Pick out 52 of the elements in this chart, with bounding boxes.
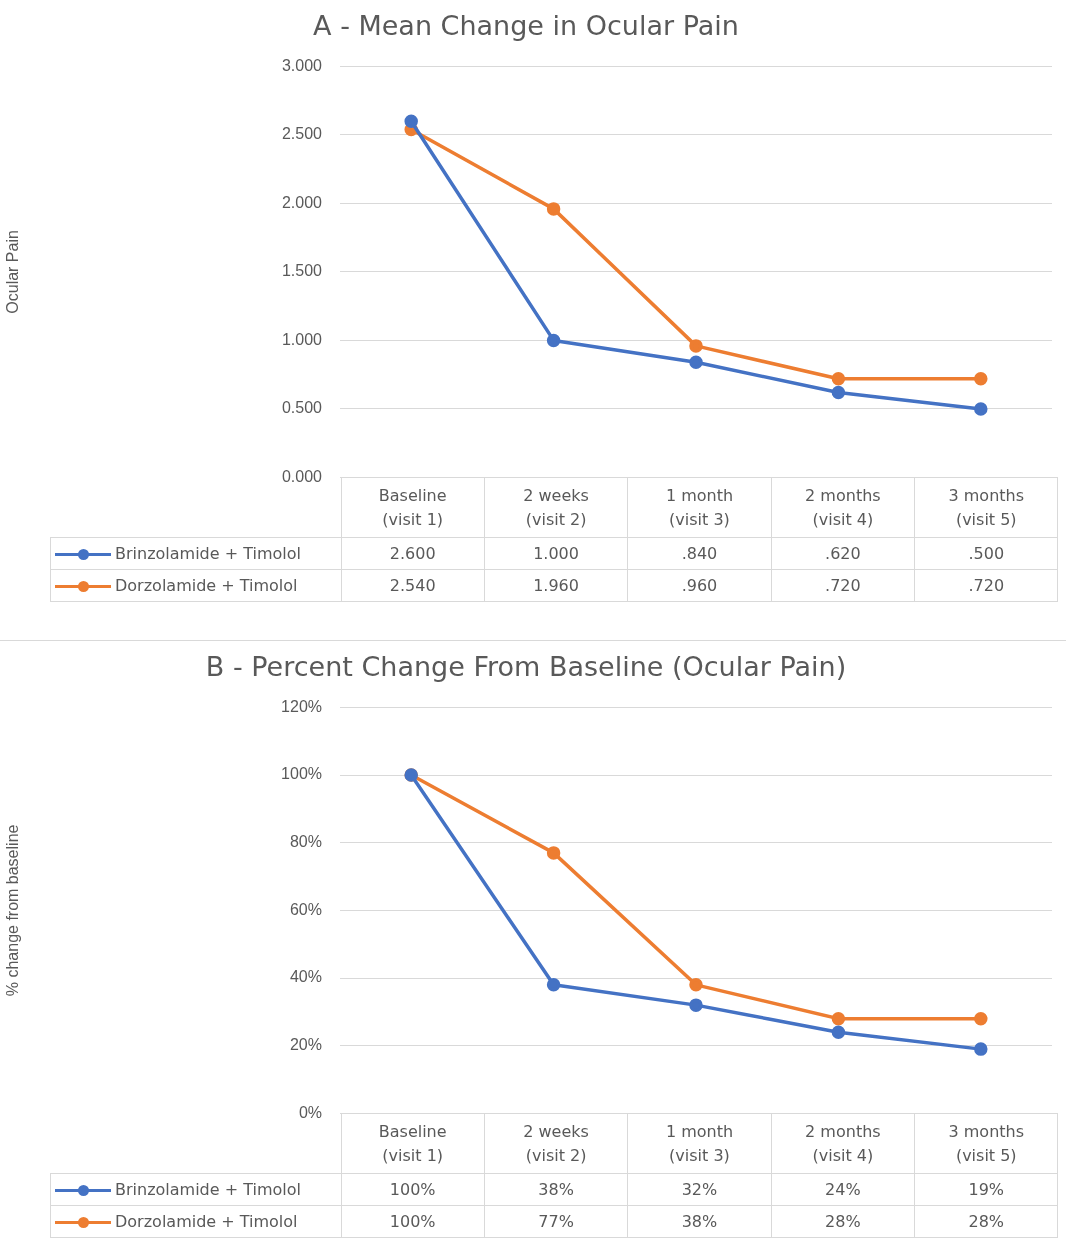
data-label: .720 (771, 569, 915, 602)
data-label: 1.000 (484, 537, 628, 570)
legend-label: Dorzolamide + Timolol (50, 1205, 341, 1238)
y-tick-label: 0% (298, 1103, 322, 1121)
data-label: 32% (627, 1173, 772, 1206)
y-tick-label: 120% (281, 697, 322, 715)
x-tick-label: Baseline (visit 1) (341, 477, 485, 538)
y-tick-label: 3.000 (281, 56, 323, 74)
x-tick-label: 2 months (visit 4) (771, 1113, 915, 1174)
y-tick-label: 0.500 (281, 399, 323, 417)
x-tick-label: 2 months (visit 4) (771, 477, 915, 538)
data-label: 28% (914, 1205, 1058, 1238)
chart-title: B - Percent Change From Baseline (Ocular Pain) (205, 651, 847, 683)
data-label: .500 (914, 537, 1058, 570)
y-tick-label: 2.500 (281, 125, 323, 143)
x-tick-label: Baseline (visit 1) (341, 1113, 485, 1174)
data-label: 24% (771, 1173, 915, 1206)
data-label: 100% (341, 1173, 485, 1206)
y-tick-label: 60% (289, 900, 322, 918)
data-label: .720 (914, 569, 1058, 602)
legend-label: Brinzolamide + Timolol (50, 537, 341, 570)
data-label: 2.600 (341, 537, 485, 570)
y-tick-label: 2.000 (281, 193, 323, 211)
data-label: 28% (771, 1205, 915, 1238)
y-axis-title: Ocular Pain (4, 230, 22, 314)
x-tick-label: 2 weeks (visit 2) (484, 1113, 628, 1174)
data-label: 1.960 (484, 569, 628, 602)
data-label: 19% (914, 1173, 1058, 1206)
y-tick-label: 80% (289, 833, 322, 851)
x-tick-label: 2 weeks (visit 2) (484, 477, 628, 538)
data-label: .620 (771, 537, 915, 570)
y-tick-label: 100% (281, 765, 322, 783)
x-tick-label: 1 month (visit 3) (627, 1113, 772, 1174)
data-label: .960 (627, 569, 772, 602)
data-label: .840 (627, 537, 772, 570)
y-tick-label: 20% (289, 1036, 322, 1054)
legend-label: Dorzolamide + Timolol (50, 569, 341, 602)
data-label: 38% (627, 1205, 772, 1238)
data-label: 2.540 (341, 569, 485, 602)
y-tick-label: 1.500 (281, 262, 323, 280)
data-label: 38% (484, 1173, 628, 1206)
x-tick-label: 3 months (visit 5) (914, 1113, 1058, 1174)
y-axis-title: % change from baseline (4, 824, 22, 997)
legend-label: Brinzolamide + Timolol (50, 1173, 341, 1206)
data-label: 77% (484, 1205, 628, 1238)
y-tick-label: 1.000 (281, 330, 323, 348)
x-tick-label: 1 month (visit 3) (627, 477, 772, 538)
chart-title: A - Mean Change in Ocular Pain (313, 10, 739, 42)
y-tick-label: 40% (289, 968, 322, 986)
y-tick-label: 0.000 (281, 467, 323, 485)
data-label: 100% (341, 1205, 485, 1238)
x-tick-label: 3 months (visit 5) (914, 477, 1058, 538)
